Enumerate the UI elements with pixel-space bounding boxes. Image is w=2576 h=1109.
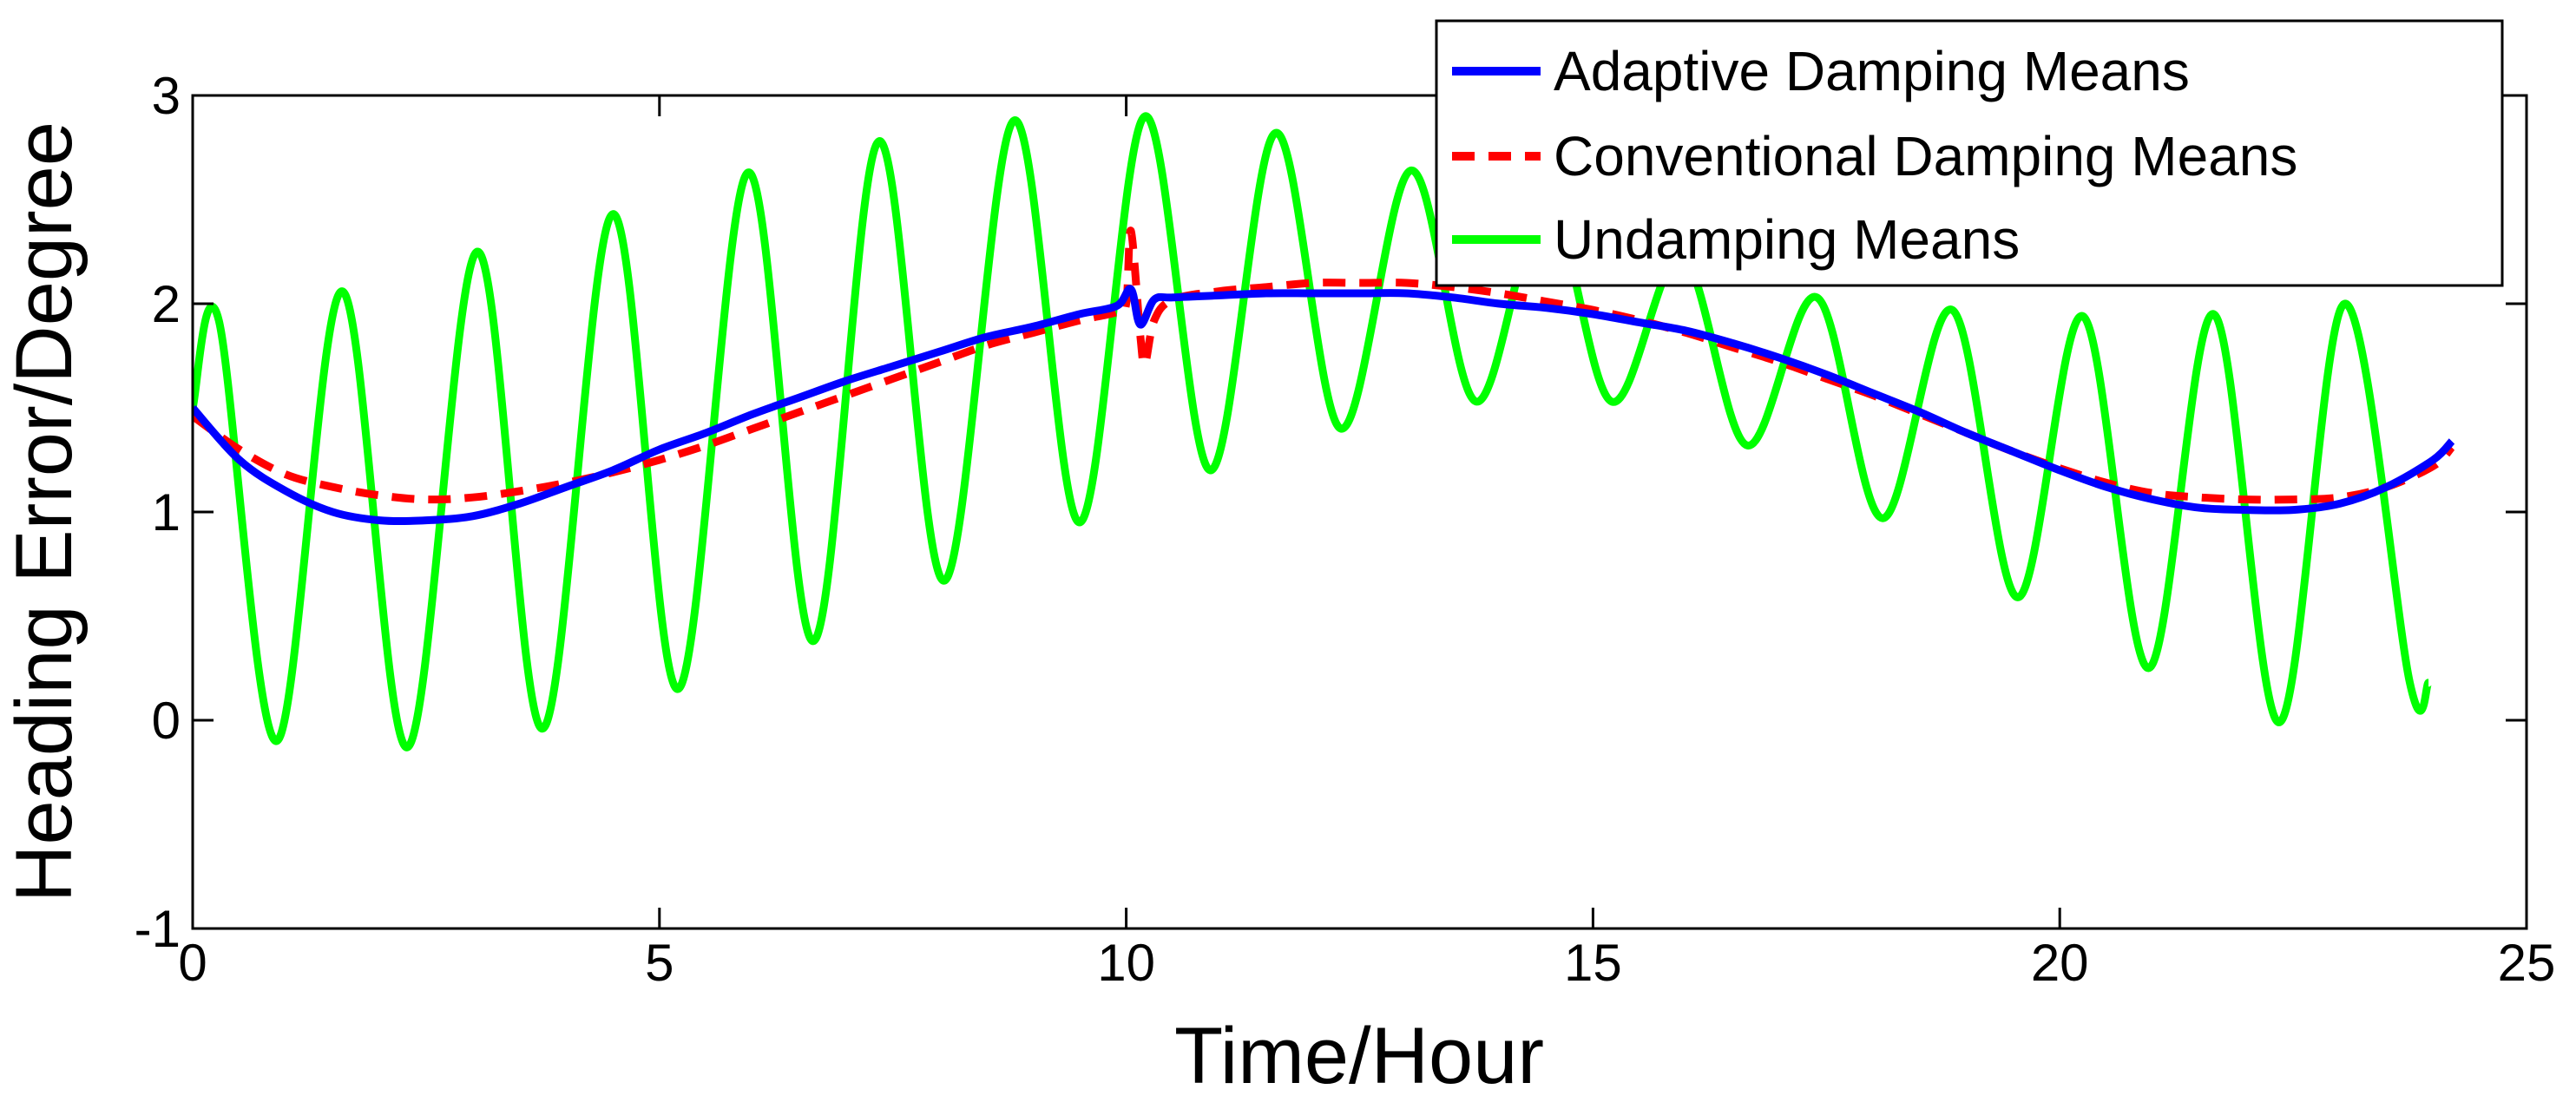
plot-frame [191, 94, 2528, 930]
legend-label-conventional: Conventional Damping Means [1554, 125, 2297, 187]
y-tick-label: -1 [135, 900, 181, 958]
legend-box [1435, 19, 2504, 287]
x-tick-label: 15 [1564, 934, 1622, 992]
y-tick-label: 0 [152, 692, 181, 750]
x-tick-label: 25 [2498, 934, 2556, 992]
legend-label-adaptive: Adaptive Damping Means [1554, 40, 2190, 102]
y-tick-label: 1 [152, 483, 181, 541]
x-axis-label: Time/Hour [1174, 1012, 1544, 1100]
legend-label-undamping: Undamping Means [1554, 208, 2020, 271]
x-tick-label: 10 [1097, 934, 1155, 992]
x-tick-label: 20 [2031, 934, 2089, 992]
y-axis-label: Heading Error/Degree [0, 121, 89, 902]
x-tick-label: 0 [178, 934, 207, 992]
y-tick-label: 2 [152, 275, 181, 333]
series-adaptive-damping [193, 285, 2455, 526]
series-layer [193, 112, 2455, 751]
x-tick-label: 5 [645, 934, 674, 992]
y-tick-label: 3 [152, 67, 181, 125]
series-undamping [193, 112, 2433, 751]
legend: Adaptive Damping Means Conventional Damp… [1435, 19, 2504, 287]
